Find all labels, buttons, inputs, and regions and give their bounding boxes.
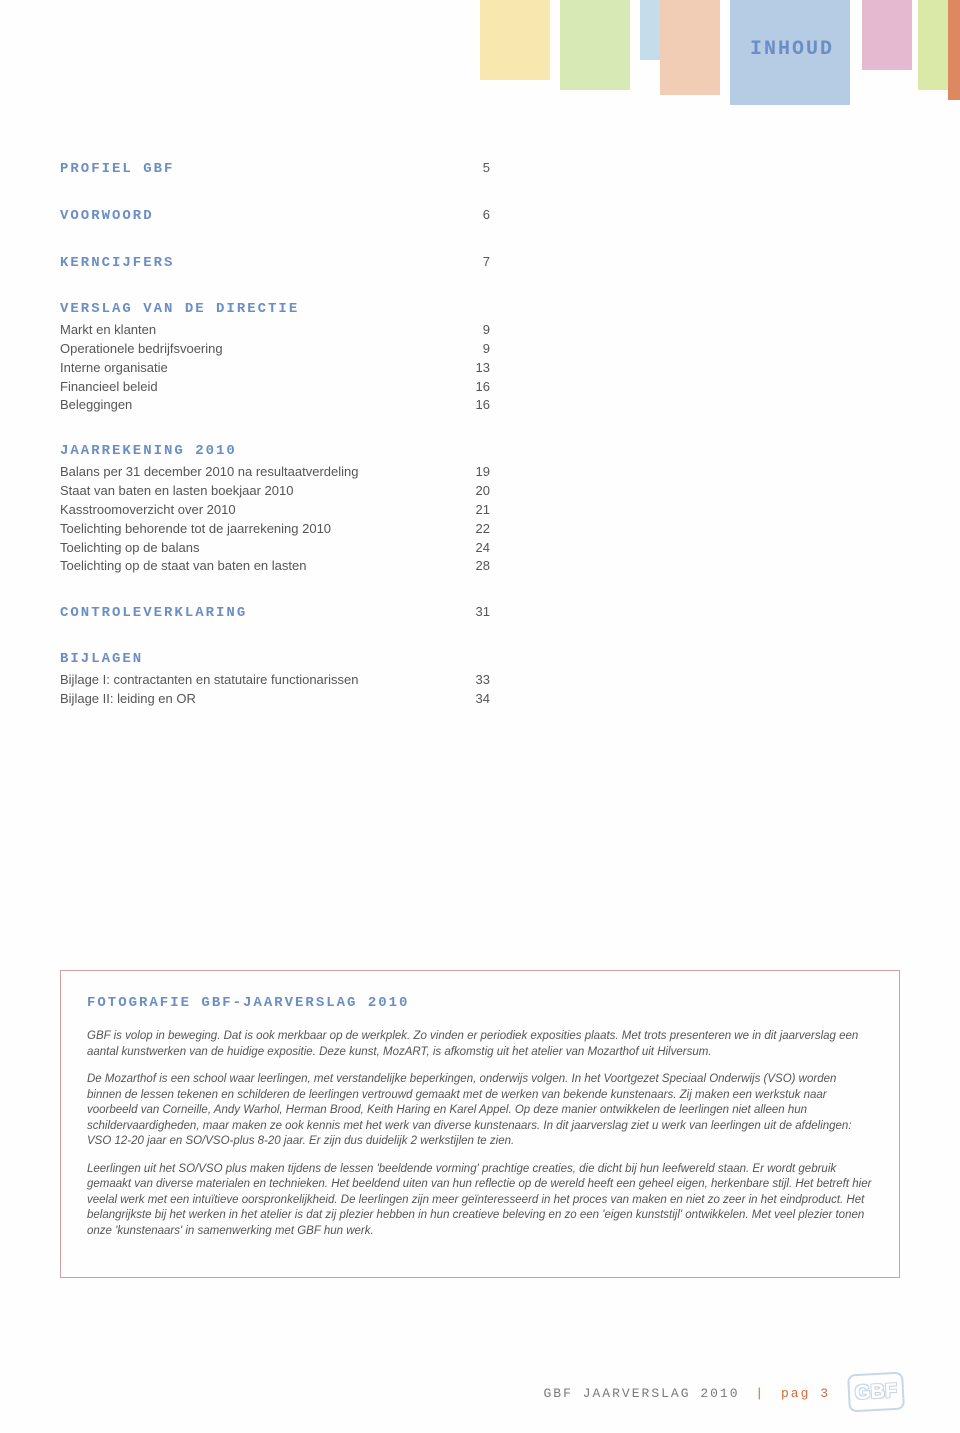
toc-section-row: BIJLAGEN	[60, 651, 490, 669]
toc-section-row: PROFIEL GBF 5	[60, 160, 490, 179]
footer-page-label: pag	[781, 1386, 810, 1401]
toc-section-page: 6	[460, 207, 490, 222]
fotografie-paragraph: GBF is volop in beweging. Dat is ook mer…	[87, 1029, 873, 1060]
toc-section-page: 7	[460, 254, 490, 269]
fotografie-paragraph: De Mozarthof is een school waar leerling…	[87, 1072, 873, 1150]
toc-item-label: Interne organisatie	[60, 359, 168, 378]
decor-block	[560, 0, 630, 90]
table-of-contents: PROFIEL GBF 5 VOORWOORD 6 KERNCIJFERS 7 VERSLA…	[60, 160, 490, 737]
toc-item-page: 16	[460, 396, 490, 415]
toc-item-page: 34	[460, 690, 490, 709]
toc-section-block: BIJLAGEN Bijlage I: contractanten en stat…	[60, 651, 490, 709]
toc-section-block: CONTROLEVERKLARING 31	[60, 604, 490, 623]
toc-item-label: Toelichting behorende tot de jaarrekenin…	[60, 520, 331, 539]
toc-item-label: Balans per 31 december 2010 na resultaat…	[60, 463, 358, 482]
toc-section-block: JAARREKENING 2010 Balans per 31 december …	[60, 443, 490, 576]
toc-item-page: 28	[460, 557, 490, 576]
toc-item-row: Toelichting behorende tot de jaarrekenin…	[60, 520, 490, 539]
toc-item-page: 33	[460, 671, 490, 690]
toc-item-label: Bijlage II: leiding en OR	[60, 690, 196, 709]
toc-section-row: KERNCIJFERS 7	[60, 254, 490, 273]
toc-item-label: Beleggingen	[60, 396, 132, 415]
footer-title: GBF JAARVERSLAG 2010	[544, 1386, 740, 1401]
toc-section-row: VOORWOORD 6	[60, 207, 490, 226]
toc-section-heading: VOORWOORD	[60, 208, 154, 224]
toc-section-page: 31	[460, 604, 490, 619]
toc-item-label: Kasstroomoverzicht over 2010	[60, 501, 236, 520]
toc-item-row: Markt en klanten 9	[60, 321, 490, 340]
toc-section-heading: KERNCIJFERS	[60, 255, 174, 271]
toc-item-label: Toelichting op de staat van baten en las…	[60, 557, 306, 576]
toc-section-block: VERSLAG VAN DE DIRECTIE Markt en klanten 9…	[60, 301, 490, 415]
toc-item-label: Markt en klanten	[60, 321, 156, 340]
toc-item-row: Interne organisatie 13	[60, 359, 490, 378]
toc-item-row: Kasstroomoverzicht over 2010 21	[60, 501, 490, 520]
toc-item-row: Operationele bedrijfsvoering 9	[60, 340, 490, 359]
toc-item-page: 19	[460, 463, 490, 482]
toc-item-page: 20	[460, 482, 490, 501]
toc-section-block: PROFIEL GBF 5	[60, 160, 490, 179]
toc-item-page: 9	[460, 340, 490, 359]
toc-item-page: 13	[460, 359, 490, 378]
toc-item-row: Balans per 31 december 2010 na resultaat…	[60, 463, 490, 482]
toc-section-page: 5	[460, 160, 490, 175]
gbf-logo: GBF	[847, 1372, 905, 1413]
fotografie-heading: FOTOGRAFIE GBF-JAARVERSLAG 2010	[87, 995, 873, 1011]
toc-section-heading: BIJLAGEN	[60, 651, 143, 667]
toc-item-row: Beleggingen 16	[60, 396, 490, 415]
toc-section-heading: PROFIEL GBF	[60, 161, 174, 177]
footer-separator: |	[755, 1386, 765, 1401]
fotografie-paragraphs: GBF is volop in beweging. Dat is ook mer…	[87, 1029, 873, 1239]
fotografie-paragraph: Leerlingen uit het SO/VSO plus maken tij…	[87, 1162, 873, 1240]
toc-item-row: Financieel beleid 16	[60, 378, 490, 397]
toc-item-page: 16	[460, 378, 490, 397]
decor-block	[918, 0, 948, 90]
page-footer: GBF JAARVERSLAG 2010 | pag 3	[544, 1386, 831, 1401]
toc-item-label: Staat van baten en lasten boekjaar 2010	[60, 482, 293, 501]
decor-block	[480, 0, 550, 80]
toc-section-row: JAARREKENING 2010	[60, 443, 490, 461]
toc-section-heading: JAARREKENING 2010	[60, 443, 237, 459]
toc-section-row: CONTROLEVERKLARING 31	[60, 604, 490, 623]
toc-item-page: 9	[460, 321, 490, 340]
toc-item-page: 24	[460, 539, 490, 558]
toc-section-block: KERNCIJFERS 7	[60, 254, 490, 273]
toc-item-row: Bijlage II: leiding en OR 34	[60, 690, 490, 709]
decor-block	[862, 0, 912, 70]
toc-item-label: Financieel beleid	[60, 378, 158, 397]
toc-item-page: 22	[460, 520, 490, 539]
toc-item-row: Toelichting op de balans 24	[60, 539, 490, 558]
toc-section-row: VERSLAG VAN DE DIRECTIE	[60, 301, 490, 319]
toc-item-row: Bijlage I: contractanten en statutaire f…	[60, 671, 490, 690]
page-title: INHOUD	[750, 38, 834, 61]
toc-section-block: VOORWOORD 6	[60, 207, 490, 226]
decor-block	[640, 0, 660, 60]
toc-section-heading: VERSLAG VAN DE DIRECTIE	[60, 301, 299, 317]
toc-item-label: Operationele bedrijfsvoering	[60, 340, 223, 359]
toc-item-label: Bijlage I: contractanten en statutaire f…	[60, 671, 358, 690]
toc-item-row: Toelichting op de staat van baten en las…	[60, 557, 490, 576]
toc-item-row: Staat van baten en lasten boekjaar 2010 2…	[60, 482, 490, 501]
decor-block	[948, 0, 960, 100]
fotografie-box: FOTOGRAFIE GBF-JAARVERSLAG 2010 GBF is v…	[60, 970, 900, 1278]
decor-block	[660, 0, 720, 95]
toc-item-label: Toelichting op de balans	[60, 539, 200, 558]
toc-section-heading: CONTROLEVERKLARING	[60, 605, 247, 621]
footer-page-number: 3	[820, 1386, 830, 1401]
toc-item-page: 21	[460, 501, 490, 520]
